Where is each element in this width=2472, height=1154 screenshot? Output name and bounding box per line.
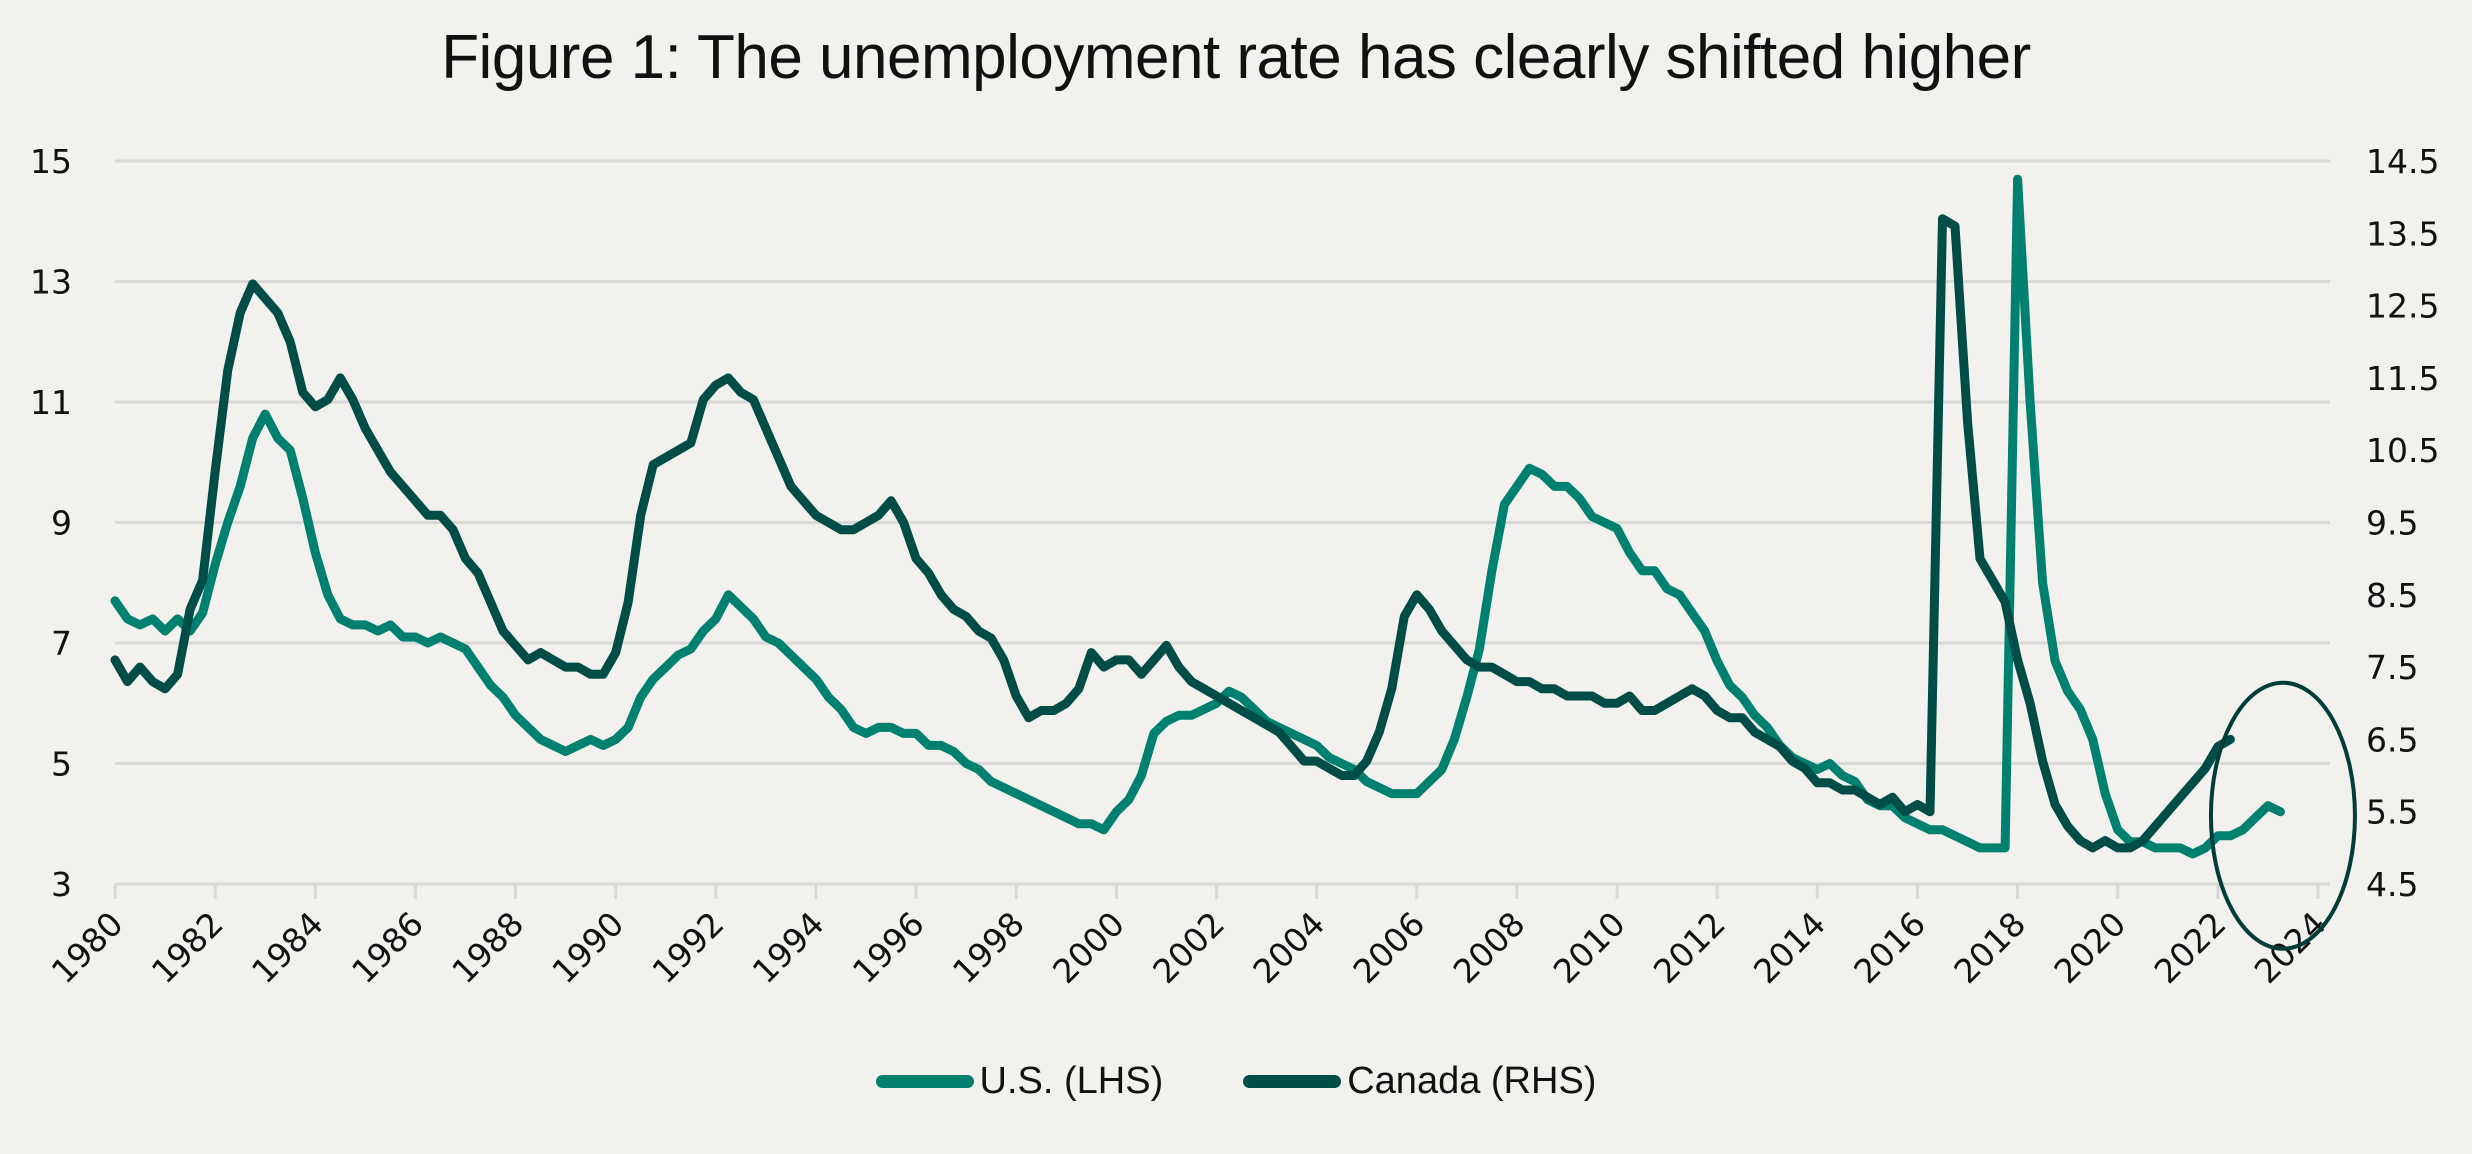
legend-item-us[interactable]: U.S. (LHS) <box>875 1060 1164 1103</box>
x-tick-label: 2004 <box>1245 904 1332 991</box>
series-lines <box>110 174 2285 859</box>
y-left-tick-label: 15 <box>30 142 72 181</box>
y-right-tick-label: 11.5 <box>2366 359 2439 398</box>
x-tick-label: 1992 <box>645 904 732 991</box>
y-axis-left: 3 5 7 9 11 13 15 <box>30 142 72 904</box>
x-tick-label: 1994 <box>745 904 832 991</box>
y-right-tick-label: 12.5 <box>2366 287 2439 326</box>
x-tick-label: 1998 <box>945 904 1032 991</box>
x-tick-label: 2010 <box>1546 904 1633 991</box>
y-left-tick-label: 5 <box>51 745 72 784</box>
x-tick-label: 2016 <box>1846 904 1933 991</box>
y-left-tick-label: 13 <box>30 263 72 302</box>
y-axis-right: 4.5 5.5 6.5 7.5 8.5 9.5 10.5 11.5 12.5 13.5 14.5 <box>2366 142 2439 904</box>
y-right-tick-label: 4.5 <box>2366 865 2418 904</box>
x-tick-label: 1980 <box>44 904 131 991</box>
x-axis: 1980 1982 1984 1986 1988 1990 1992 1994 1996 1998… <box>44 884 2334 991</box>
y-left-tick-label: 7 <box>51 624 72 663</box>
y-right-tick-label: 14.5 <box>2366 142 2439 181</box>
legend-label-us: U.S. (LHS) <box>979 1060 1164 1102</box>
x-tick-label: 1986 <box>344 904 431 991</box>
y-right-tick-label: 5.5 <box>2366 793 2418 832</box>
y-right-tick-label: 8.5 <box>2366 576 2418 615</box>
y-right-tick-label: 6.5 <box>2366 720 2418 759</box>
x-tick-label: 2002 <box>1145 904 1232 991</box>
x-tick-label: 2014 <box>1746 904 1833 991</box>
legend: U.S. (LHS) Canada (RHS) <box>0 1060 2472 1103</box>
x-tick-label: 2000 <box>1045 904 1132 991</box>
x-tick-label: 1982 <box>144 904 231 991</box>
x-tick-label: 2022 <box>2147 904 2234 991</box>
legend-swatch-us <box>875 1075 974 1088</box>
y-left-tick-label: 11 <box>30 383 72 422</box>
y-right-tick-label: 7.5 <box>2366 648 2418 687</box>
legend-item-canada[interactable]: Canada (RHS) <box>1243 1060 1596 1103</box>
x-tick-label: 1984 <box>244 904 331 991</box>
y-left-tick-label: 9 <box>51 504 72 543</box>
x-tick-label: 2012 <box>1646 904 1733 991</box>
y-left-tick-label: 3 <box>51 865 72 904</box>
y-right-tick-label: 9.5 <box>2366 504 2418 543</box>
annotation <box>2208 680 2357 951</box>
us-series-line <box>110 174 2285 859</box>
x-tick-label: 2020 <box>2046 904 2133 991</box>
y-right-tick-label: 13.5 <box>2366 214 2439 253</box>
x-tick-label: 1988 <box>444 904 531 991</box>
chart-title: Figure 1: The unemployment rate has clea… <box>441 23 2031 92</box>
legend-label-canada: Canada (RHS) <box>1347 1060 1597 1102</box>
x-tick-label: 2006 <box>1345 904 1432 991</box>
legend-swatch-canada <box>1243 1075 1342 1088</box>
highlight-ellipse <box>2208 680 2357 951</box>
canada-series-line <box>110 214 2235 853</box>
x-tick-label: 1996 <box>845 904 932 991</box>
x-tick-label: 1990 <box>544 904 631 991</box>
x-tick-label: 2008 <box>1446 904 1533 991</box>
x-tick-label: 2018 <box>1946 904 2033 991</box>
y-right-tick-label: 10.5 <box>2366 431 2439 470</box>
